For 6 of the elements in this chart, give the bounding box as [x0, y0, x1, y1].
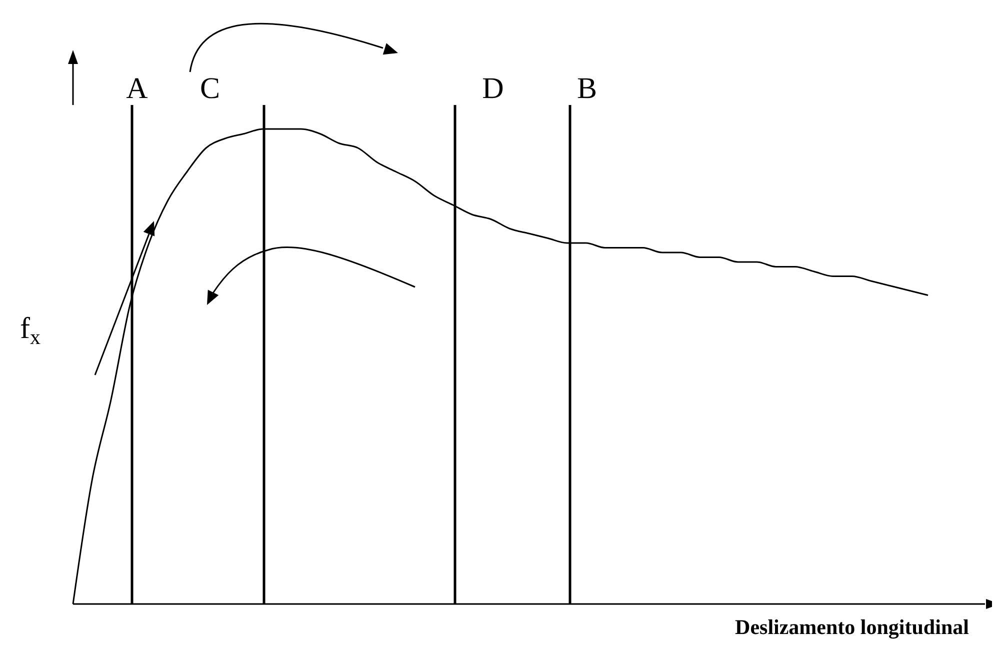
y-axis-title: f$_{x}$ [20, 312, 41, 350]
text: A [126, 72, 148, 105]
text: D [482, 72, 504, 105]
text: C [200, 72, 220, 105]
text: B [576, 72, 598, 105]
x-axis-title: Deslizamento longitudinal [735, 615, 970, 639]
